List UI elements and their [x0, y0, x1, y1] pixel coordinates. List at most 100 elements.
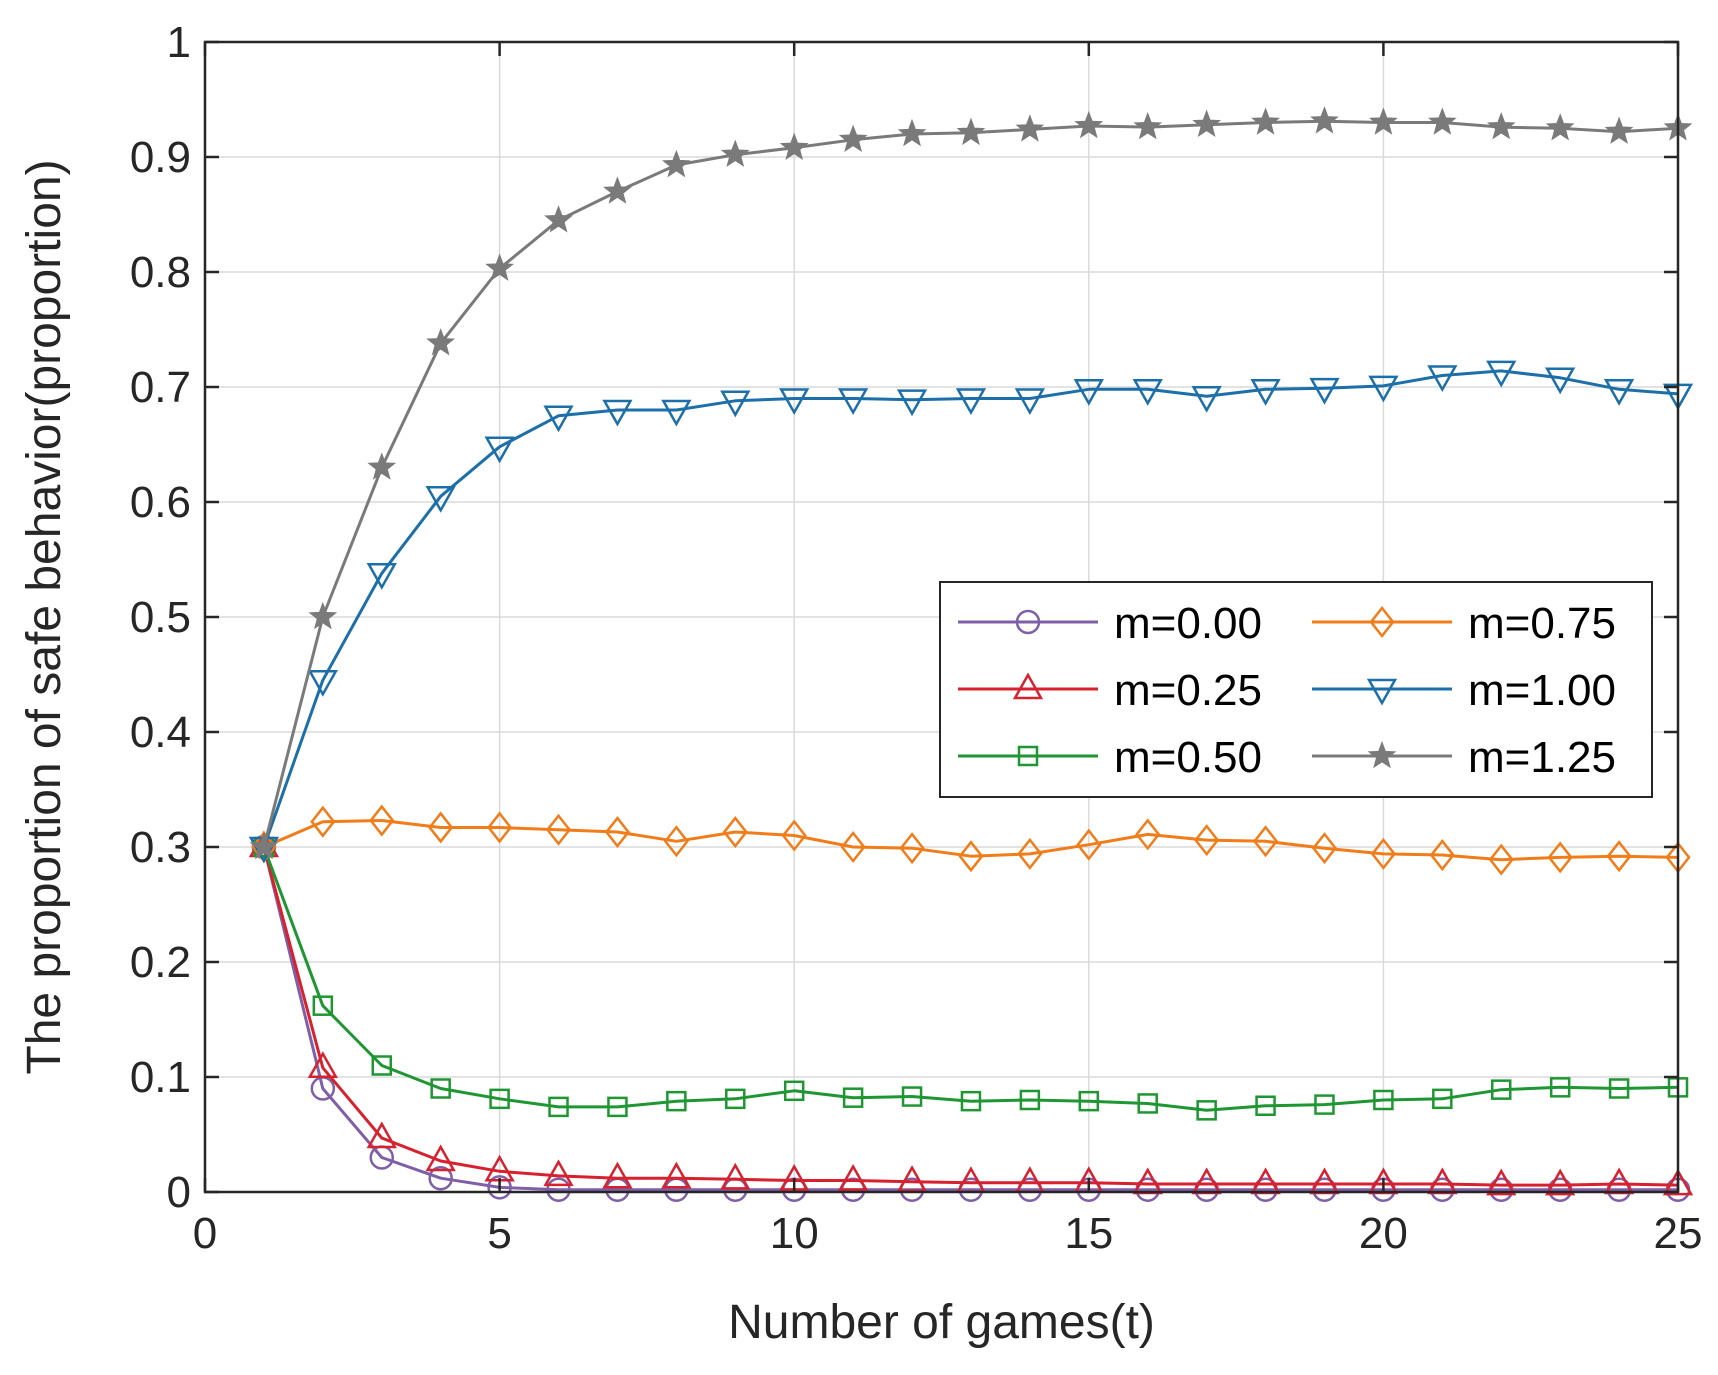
marker-triangle-down	[1250, 379, 1281, 406]
marker-triangle-down	[837, 388, 869, 416]
marker-triangle-down	[307, 670, 338, 697]
marker-diamond	[1369, 605, 1395, 639]
marker-triangle-down	[1368, 375, 1399, 403]
marker-star	[1251, 107, 1280, 135]
marker-square	[666, 1090, 687, 1112]
y-tick-label: 0.1	[130, 1053, 191, 1102]
y-axis-label: The proportion of safe behavior(proporti…	[18, 159, 71, 1074]
marker-square	[430, 1078, 451, 1099]
marker-triangle-up	[307, 1051, 338, 1079]
marker-square	[1432, 1088, 1453, 1110]
marker-triangle-down	[1603, 379, 1635, 406]
x-tick-label: 0	[193, 1209, 217, 1258]
marker-square	[312, 995, 334, 1016]
series-layer	[248, 106, 1694, 1202]
marker-square	[1608, 1078, 1630, 1099]
marker-star	[367, 452, 397, 480]
y-tick-label: 0.4	[130, 708, 191, 757]
marker-star	[720, 139, 750, 167]
marker-diamond	[1547, 841, 1573, 874]
marker-triangle-up	[366, 1121, 397, 1149]
marker-circle	[546, 1177, 571, 1202]
marker-triangle-up	[720, 1162, 751, 1190]
marker-star	[544, 205, 573, 233]
marker-triangle-down	[1073, 379, 1104, 406]
marker-star	[1015, 114, 1045, 142]
legend-label: m=1.00	[1468, 666, 1616, 715]
series-line	[262, 846, 1679, 1112]
marker-diamond	[899, 832, 925, 865]
marker-triangle-up	[1486, 1168, 1517, 1196]
x-tick-label: 5	[487, 1209, 511, 1258]
legend-label: m=1.25	[1468, 733, 1616, 782]
marker-triangle-down	[1309, 377, 1340, 405]
marker-triangle-down	[955, 388, 987, 416]
marker-diamond	[369, 804, 395, 837]
marker-star	[1368, 107, 1398, 135]
marker-triangle-down	[543, 405, 574, 433]
marker-square	[1137, 1093, 1158, 1114]
marker-star	[1133, 111, 1163, 140]
legend-item: m=0.75	[1312, 599, 1616, 648]
marker-square	[901, 1086, 923, 1107]
marker-triangle-down	[1486, 360, 1517, 388]
x-axis-label: Number of games(t)	[728, 1296, 1155, 1349]
y-tick-label: 1	[167, 18, 191, 67]
marker-square	[725, 1088, 746, 1110]
marker-triangle-down	[661, 399, 692, 427]
legend-label: m=0.75	[1468, 599, 1616, 648]
y-tick-label: 0.8	[130, 248, 191, 297]
marker-diamond	[1017, 837, 1043, 870]
marker-star	[1192, 109, 1222, 138]
marker-square	[607, 1096, 628, 1118]
legend-label: m=0.00	[1114, 599, 1262, 648]
axis-ticks: 0 5 10 15 20 25 0 0.1 0.2 0.3 0.4 0.5 0.6 0.7 0.8 0.9 1	[130, 18, 1703, 1258]
marker-diamond	[1429, 839, 1455, 872]
marker-star	[779, 132, 809, 161]
marker-circle	[428, 1165, 453, 1191]
marker-star	[1310, 106, 1339, 134]
x-tick-label: 15	[1064, 1209, 1113, 1258]
marker-triangle-down	[484, 436, 515, 464]
marker-square	[842, 1087, 864, 1108]
series-line	[262, 369, 1679, 848]
marker-diamond	[1076, 828, 1102, 861]
series-m=1.25	[249, 106, 1693, 860]
x-tick-label: 10	[770, 1209, 819, 1258]
marker-diamond	[663, 825, 689, 858]
marker-triangle-down	[1427, 365, 1458, 393]
legend-label: m=0.25	[1114, 666, 1262, 715]
marker-square	[371, 1055, 393, 1076]
marker-diamond	[487, 811, 513, 844]
series-line	[262, 846, 1679, 1187]
y-tick-label: 0.2	[130, 938, 191, 987]
legend-item: m=0.00	[958, 599, 1262, 648]
marker-triangle-down	[602, 399, 633, 427]
marker-triangle-up	[661, 1161, 692, 1189]
legend-label: m=0.50	[1114, 733, 1262, 782]
marker-triangle-up	[425, 1144, 456, 1172]
marker-diamond	[545, 813, 572, 846]
marker-star	[1427, 107, 1457, 135]
marker-square	[960, 1090, 982, 1112]
y-tick-label: 0.5	[130, 593, 191, 642]
y-tick-label: 0.9	[130, 133, 191, 182]
marker-triangle-up	[602, 1161, 633, 1189]
marker-square	[1314, 1094, 1335, 1115]
marker-square	[783, 1080, 805, 1102]
marker-triangle-down	[1191, 385, 1222, 413]
marker-triangle-up	[1545, 1168, 1576, 1196]
marker-triangle-up	[543, 1159, 574, 1187]
marker-triangle-down	[1545, 367, 1576, 395]
legend-item: m=1.25	[1312, 733, 1616, 782]
marker-square	[1549, 1077, 1571, 1098]
marker-square	[1490, 1079, 1512, 1100]
marker-triangle-down	[1132, 379, 1163, 406]
marker-triangle-down	[1366, 678, 1398, 706]
marker-square	[1196, 1100, 1217, 1121]
marker-triangle-down	[896, 389, 928, 417]
y-tick-label: 0.3	[130, 823, 191, 872]
marker-diamond	[1194, 824, 1220, 857]
marker-triangle-up	[1662, 1168, 1694, 1196]
